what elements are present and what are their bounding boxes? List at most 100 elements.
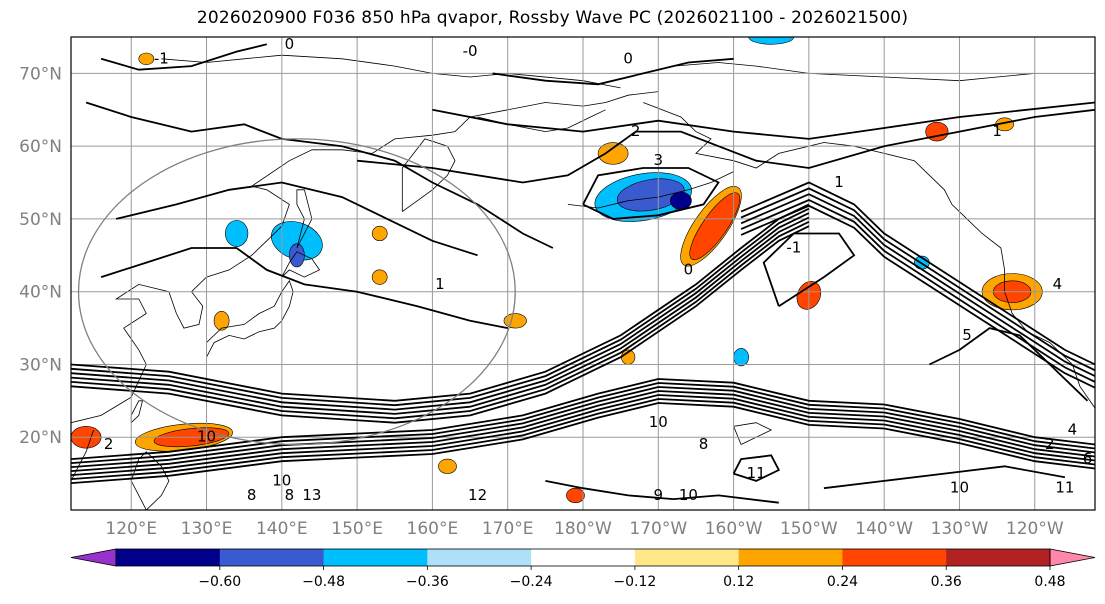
contour-label: -1 [154, 49, 169, 67]
contour-label: 3 [654, 151, 664, 169]
contour-line [762, 232, 856, 307]
coastline [643, 102, 1095, 409]
contour-label: 8 [247, 486, 257, 504]
longitude-label: 130°W [931, 519, 989, 539]
colorbar-extend-high [1049, 548, 1096, 567]
contour-line [492, 57, 734, 86]
colorbar-tick-label: −0.24 [510, 574, 553, 590]
contour-line [100, 43, 268, 71]
colorbar-extend-low [70, 548, 117, 567]
anomaly-patch [597, 142, 629, 165]
contour-line [357, 108, 1095, 184]
contour-label: 8 [285, 486, 295, 504]
coastline-layer [71, 54, 1095, 510]
anomaly-patch [733, 348, 749, 367]
coastline [733, 422, 773, 445]
anomaly-patch [225, 220, 249, 247]
anomaly-patch [670, 191, 692, 210]
longitude-label: 150°W [780, 519, 838, 539]
contour-label: 6 [1083, 450, 1093, 468]
contour-line [71, 203, 810, 402]
range-circle-outline [77, 138, 516, 446]
anomaly-patch [566, 487, 585, 504]
anomaly-patch [748, 37, 795, 45]
longitude-label: 150°E [331, 519, 383, 539]
gridline-layer [71, 37, 1095, 510]
longitude-label: 180°W [554, 519, 612, 539]
longitude-label: 120°E [105, 519, 157, 539]
anomaly-patch [138, 52, 155, 65]
longitude-label: 140°W [855, 519, 913, 539]
contour-label: 2 [104, 435, 114, 453]
longitude-label: 170°E [482, 519, 534, 539]
colorbar-tick-label: −0.60 [198, 574, 241, 590]
contour-line [115, 181, 478, 257]
contour-label: 1 [992, 122, 1002, 140]
contour-line [740, 187, 1095, 372]
contour-label: -1 [786, 239, 801, 257]
contour-label: 12 [468, 486, 487, 504]
contour-label: 9 [654, 486, 664, 504]
anomaly-patch [213, 311, 230, 331]
contour-line [71, 220, 810, 420]
latitude-label: 50°N [19, 210, 62, 230]
colorbar-tick-label: 0.48 [1034, 574, 1065, 590]
contour-layer [71, 43, 1095, 504]
contour-line [71, 207, 810, 407]
contour-label: 0 [623, 49, 633, 67]
contour-line [545, 480, 779, 504]
contour-label: 2 [1045, 435, 1055, 453]
contour-label: 10 [649, 413, 668, 431]
contour-line [85, 101, 554, 249]
colorbar-segment [323, 549, 428, 566]
coastline [401, 138, 456, 212]
anomaly-patch [438, 458, 457, 474]
contour-line [71, 386, 1095, 468]
colorbar-segment [738, 549, 843, 566]
contour-label: -0 [463, 42, 478, 60]
contour-line [71, 382, 1095, 464]
contour-line [432, 101, 1095, 140]
contour-label: 13 [302, 486, 321, 504]
contour-line [71, 225, 810, 424]
colorbar-segment [219, 549, 325, 566]
colorbar-tick-label: −0.12 [613, 574, 656, 590]
contour-label: 0 [285, 35, 295, 53]
colorbar-segment [842, 549, 947, 566]
contour-label: 1 [834, 173, 844, 191]
contour-label: 4 [1068, 420, 1078, 438]
contour-label: 8 [699, 435, 709, 453]
coastline [643, 62, 1095, 82]
latitude-label: 70°N [19, 64, 62, 84]
anomaly-patch [371, 225, 388, 242]
longitude-label: 120°W [1006, 519, 1064, 539]
colorbar-segment [946, 549, 1051, 566]
contour-line [732, 454, 781, 482]
colorbar-tick-label: 0.36 [931, 574, 962, 590]
anomaly-patch [371, 269, 388, 285]
coastline [130, 451, 170, 510]
contour-line [71, 402, 1095, 484]
colorbar-tick-label: −0.36 [406, 574, 449, 590]
contour-line [823, 465, 1066, 490]
contour-line [71, 212, 810, 411]
longitude-label: 160°E [407, 519, 459, 539]
longitude-label: 130°E [181, 519, 233, 539]
coastline [281, 251, 321, 278]
contour-line [71, 378, 1095, 460]
colorbar-segment [634, 549, 740, 566]
latitude-label: 60°N [19, 137, 62, 157]
contour-label: 0 [684, 260, 694, 278]
colorbar-segment [116, 549, 221, 566]
contour-line [740, 193, 1095, 377]
longitude-labels: 120°E 130°E 140°E 150°E 160°E 170°E 180°W 170°W… [105, 519, 1063, 539]
contour-label: 10 [197, 428, 216, 446]
contour-line [71, 216, 810, 415]
colorbar-segment [531, 549, 636, 566]
contour-label: 1 [435, 275, 445, 293]
contour-label: 10 [272, 471, 291, 489]
contour-line [582, 167, 720, 220]
contour-label: 10 [679, 486, 698, 504]
